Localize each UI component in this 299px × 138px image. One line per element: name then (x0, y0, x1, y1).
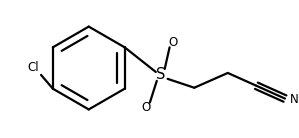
Text: N: N (290, 93, 299, 106)
Text: O: O (141, 101, 151, 114)
Text: O: O (168, 36, 177, 49)
Text: Cl: Cl (28, 61, 39, 74)
Text: S: S (156, 67, 165, 82)
